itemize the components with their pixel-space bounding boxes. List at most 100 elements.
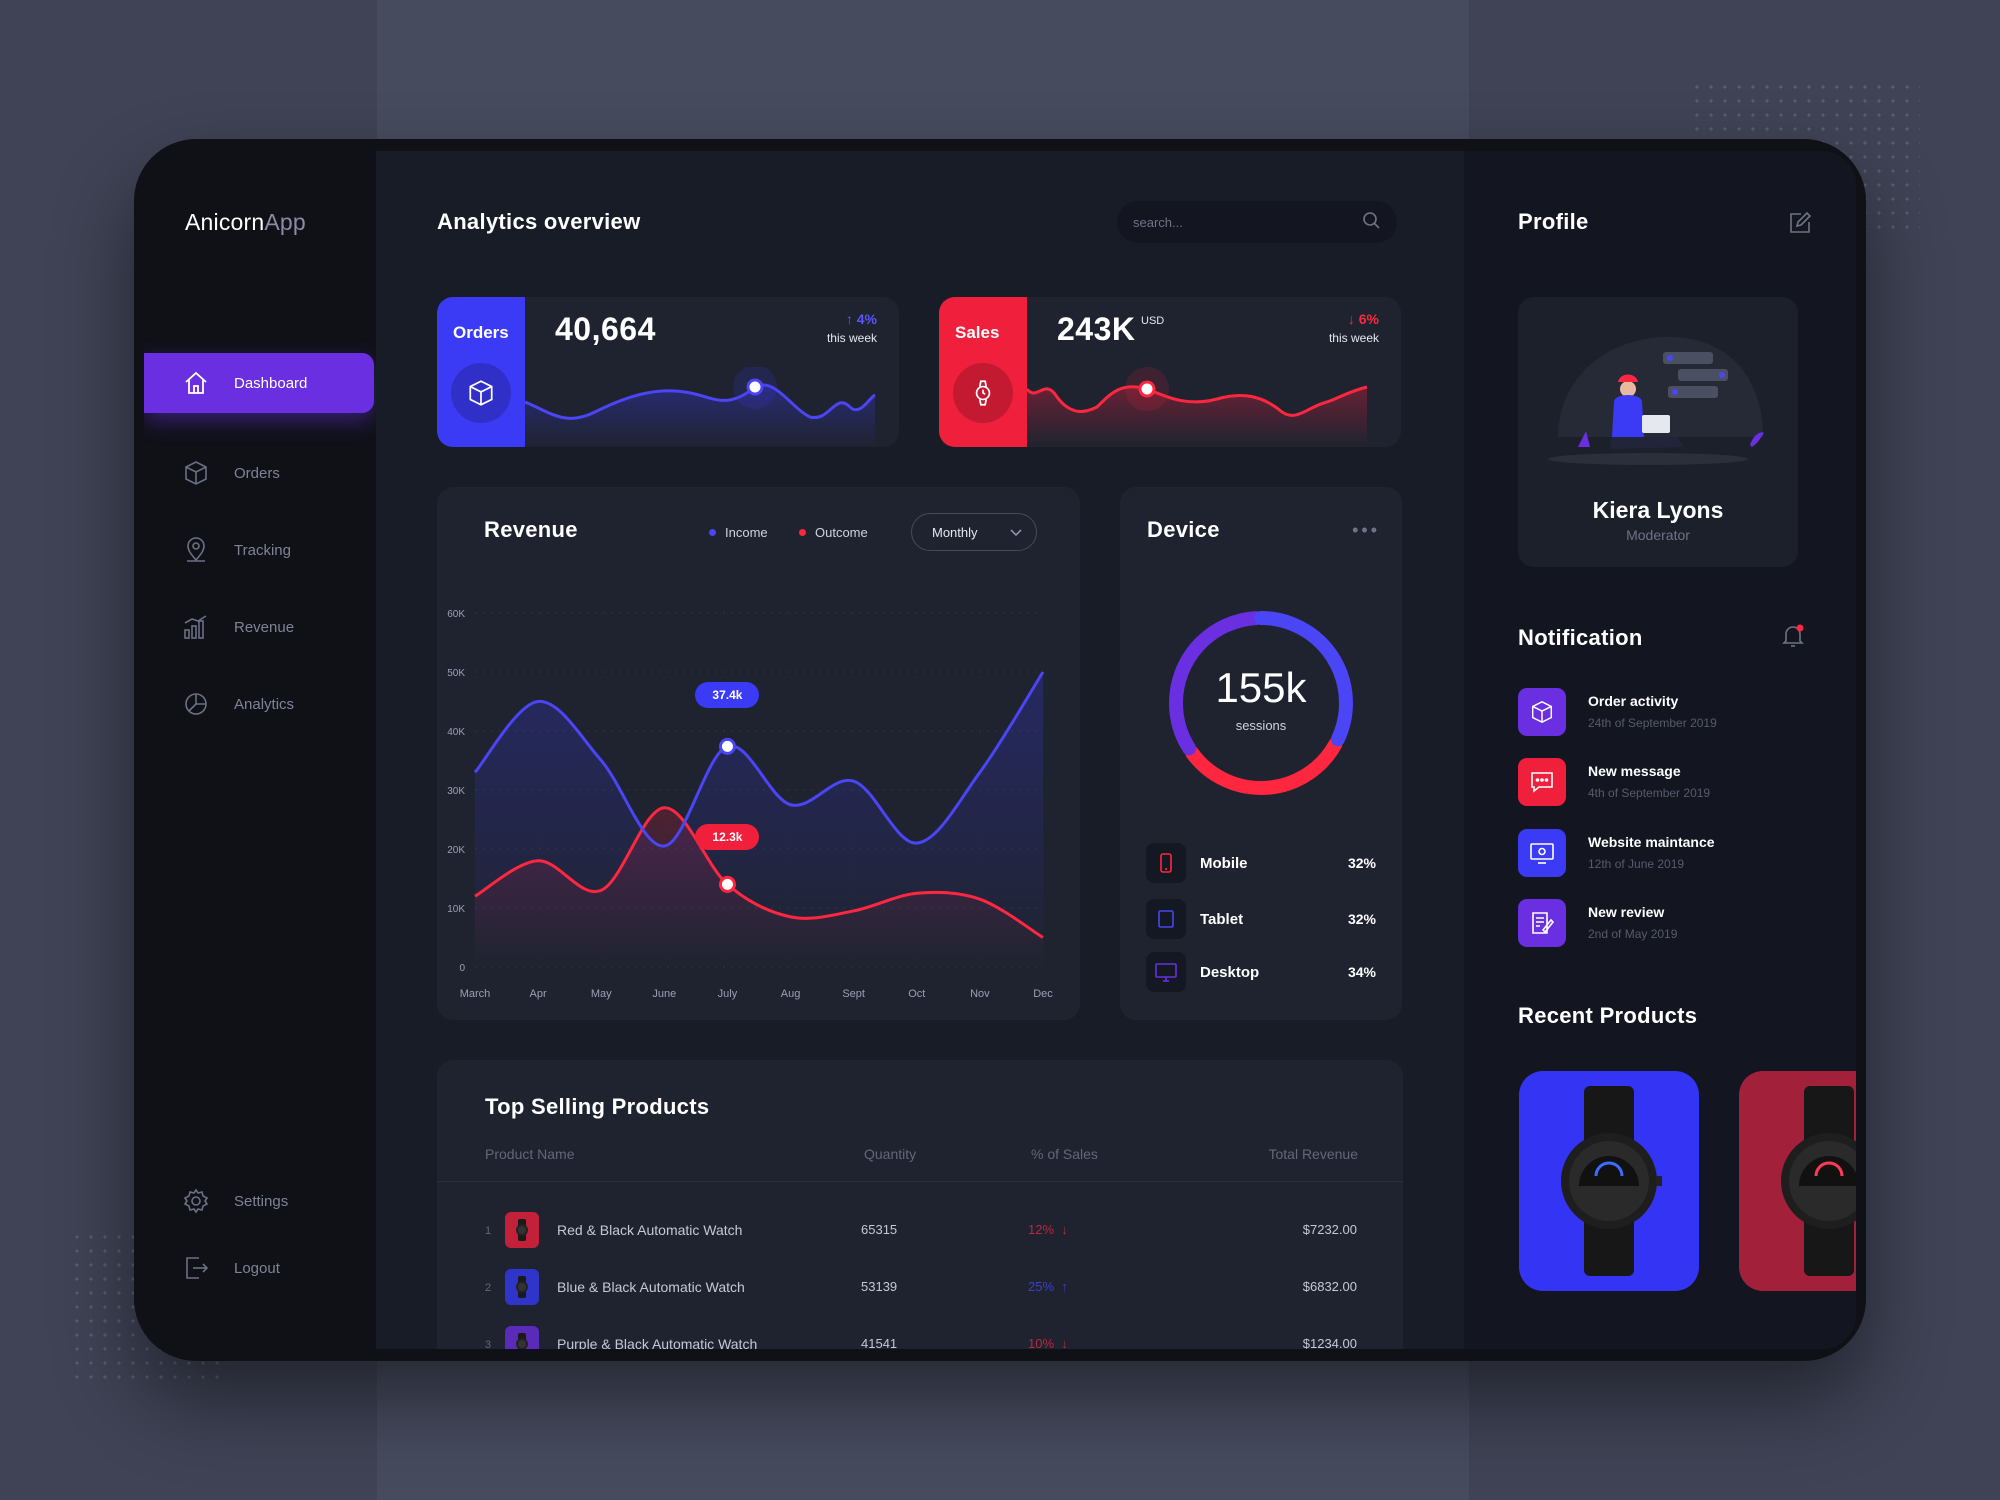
product-sales-pct: 10% ↓ [1028,1336,1068,1349]
bar-chart-icon [182,613,210,641]
x-tick-label: May [591,988,612,1000]
product-revenue: $6832.00 [1302,1279,1357,1294]
trend-down-icon: ↓ [1061,1222,1068,1237]
income-highlight-point[interactable] [718,737,736,755]
device-row-mobile: Mobile 32% [1146,843,1376,883]
column-header-sales[interactable]: % of Sales [1031,1146,1098,1162]
profile-illustration [1548,337,1764,465]
row-number: 1 [485,1225,492,1237]
notification-date: 4th of September 2019 [1588,786,1711,800]
orders-sparkline [525,367,876,447]
period-dropdown[interactable]: Monthly [911,513,1037,551]
watch-icon [1781,1086,1856,1276]
tablet-icon [1146,899,1186,939]
sales-value: 243K [1057,311,1136,347]
sidebar-item-analytics[interactable]: Analytics [144,674,374,734]
bell-icon[interactable] [1780,623,1806,654]
device-pct: 34% [1347,964,1376,980]
sessions-label: sessions [1235,718,1287,733]
y-tick-label: 10K [447,904,465,915]
sales-sparkline [1027,367,1368,447]
sales-unit: USD [1141,315,1165,327]
box-icon [1518,688,1566,736]
sidebar-item-tracking[interactable]: Tracking [144,520,374,580]
sales-pct-value: 12% [1028,1222,1055,1237]
sales-stat-card[interactable]: Sales 243K USD ↓ 6% this week [939,297,1401,447]
sessions-total: 155k [1215,664,1307,711]
table-row[interactable]: 3 Purple & Black Automatic Watch 41541 1… [437,1316,1397,1349]
notification-title: Notification [1518,625,1643,650]
product-sales-pct: 12% ↓ [1028,1222,1068,1237]
edit-icon[interactable] [1788,211,1812,240]
sidebar-item-revenue[interactable]: Revenue [144,597,374,657]
legend-income-label: Income [725,525,768,540]
search-bar[interactable] [1117,201,1397,243]
y-tick-label: 60K [447,609,465,620]
y-tick-label: 40K [447,727,465,738]
income-tooltip: 37.4k [695,682,760,709]
column-header-product[interactable]: Product Name [485,1146,575,1162]
main-content: Analytics overview Orders 40,664 ↑ 4% th… [376,151,1464,1349]
notification-title-text: New review [1588,904,1665,920]
search-input[interactable] [1133,214,1361,230]
notification-item[interactable]: Order activity 24th of September 2019 [1518,688,1818,736]
trend-up-icon: ↑ [1061,1279,1068,1294]
orders-value: 40,664 [555,311,656,347]
product-name: Purple & Black Automatic Watch [557,1336,758,1349]
search-icon[interactable] [1361,210,1381,235]
y-tick-label: 20K [447,845,465,856]
income-line [473,671,1045,848]
profile-title: Profile [1518,209,1589,234]
sidebar-item-orders[interactable]: Orders [144,443,374,503]
device-name: Desktop [1200,963,1260,981]
top-products-title: Top Selling Products [485,1094,710,1119]
notification-date: 12th of June 2019 [1588,857,1685,871]
sessions-donut [1169,611,1353,795]
outcome-highlight-point[interactable] [718,875,736,893]
device-name: Mobile [1200,854,1248,872]
settings-button[interactable]: Settings [144,1171,374,1231]
more-options-icon[interactable]: ••• [1352,520,1380,540]
product-quantity: 53139 [861,1279,898,1294]
gear-icon [182,1187,210,1215]
sales-period: this week [1328,331,1379,345]
page-title: Analytics overview [437,209,641,234]
table-row[interactable]: 2 Blue & Black Automatic Watch 53139 25%… [437,1259,1397,1309]
notification-item[interactable]: Website maintance 12th of June 2019 [1518,829,1818,877]
sales-tag: Sales [939,297,1027,447]
donut-segment-tablet [1169,611,1353,795]
watch-icon [505,1326,539,1349]
orders-label: Orders [453,323,509,342]
notification-title-text: Website maintance [1588,834,1715,850]
notification-title-text: Order activity [1588,693,1679,709]
table-row[interactable]: 1 Red & Black Automatic Watch 65315 12% … [437,1202,1397,1252]
box-icon [182,459,210,487]
recent-product-red-watch[interactable] [1739,1071,1856,1291]
pie-chart-icon [182,690,210,718]
x-tick-label: Nov [970,988,990,1000]
device-row-desktop: Desktop 34% [1146,952,1376,992]
desktop-icon [1146,952,1186,992]
outcome-line [474,806,1044,939]
notification-item[interactable]: New review 2nd of May 2019 [1518,899,1818,947]
sales-label: Sales [955,323,1000,342]
notification-item[interactable]: New message 4th of September 2019 [1518,758,1818,806]
sidebar-item-dashboard[interactable]: Dashboard [144,353,374,413]
revenue-chart: 0 10K 20K 30K 40K 50K 60K March Apr May June July A… [447,609,1053,1000]
column-header-revenue[interactable]: Total Revenue [1268,1146,1358,1162]
location-pin-icon [182,536,210,564]
watch-icon [505,1212,539,1248]
trend-down-icon: ↓ [1061,1336,1068,1349]
column-header-quantity[interactable]: Quantity [864,1146,917,1162]
top-products-card: Top Selling Products Product Name Quanti… [437,1060,1403,1349]
profile-card[interactable]: Kiera Lyons Moderator [1518,297,1798,567]
sales-pct-value: 10% [1028,1336,1055,1349]
sidebar: AnicornApp Dashboard Orders Tracking Rev… [144,151,376,1349]
logout-button[interactable]: Logout [144,1238,374,1298]
orders-stat-card[interactable]: Orders 40,664 ↑ 4% this week [437,297,899,447]
recent-product-blue-watch[interactable] [1519,1071,1699,1291]
product-quantity: 41541 [861,1336,898,1349]
x-tick-label: Dec [1033,988,1053,1000]
table-divider [437,1181,1403,1182]
revenue-card: Revenue Income Outcome Monthly 0 10K 20K 30… [437,487,1080,1020]
